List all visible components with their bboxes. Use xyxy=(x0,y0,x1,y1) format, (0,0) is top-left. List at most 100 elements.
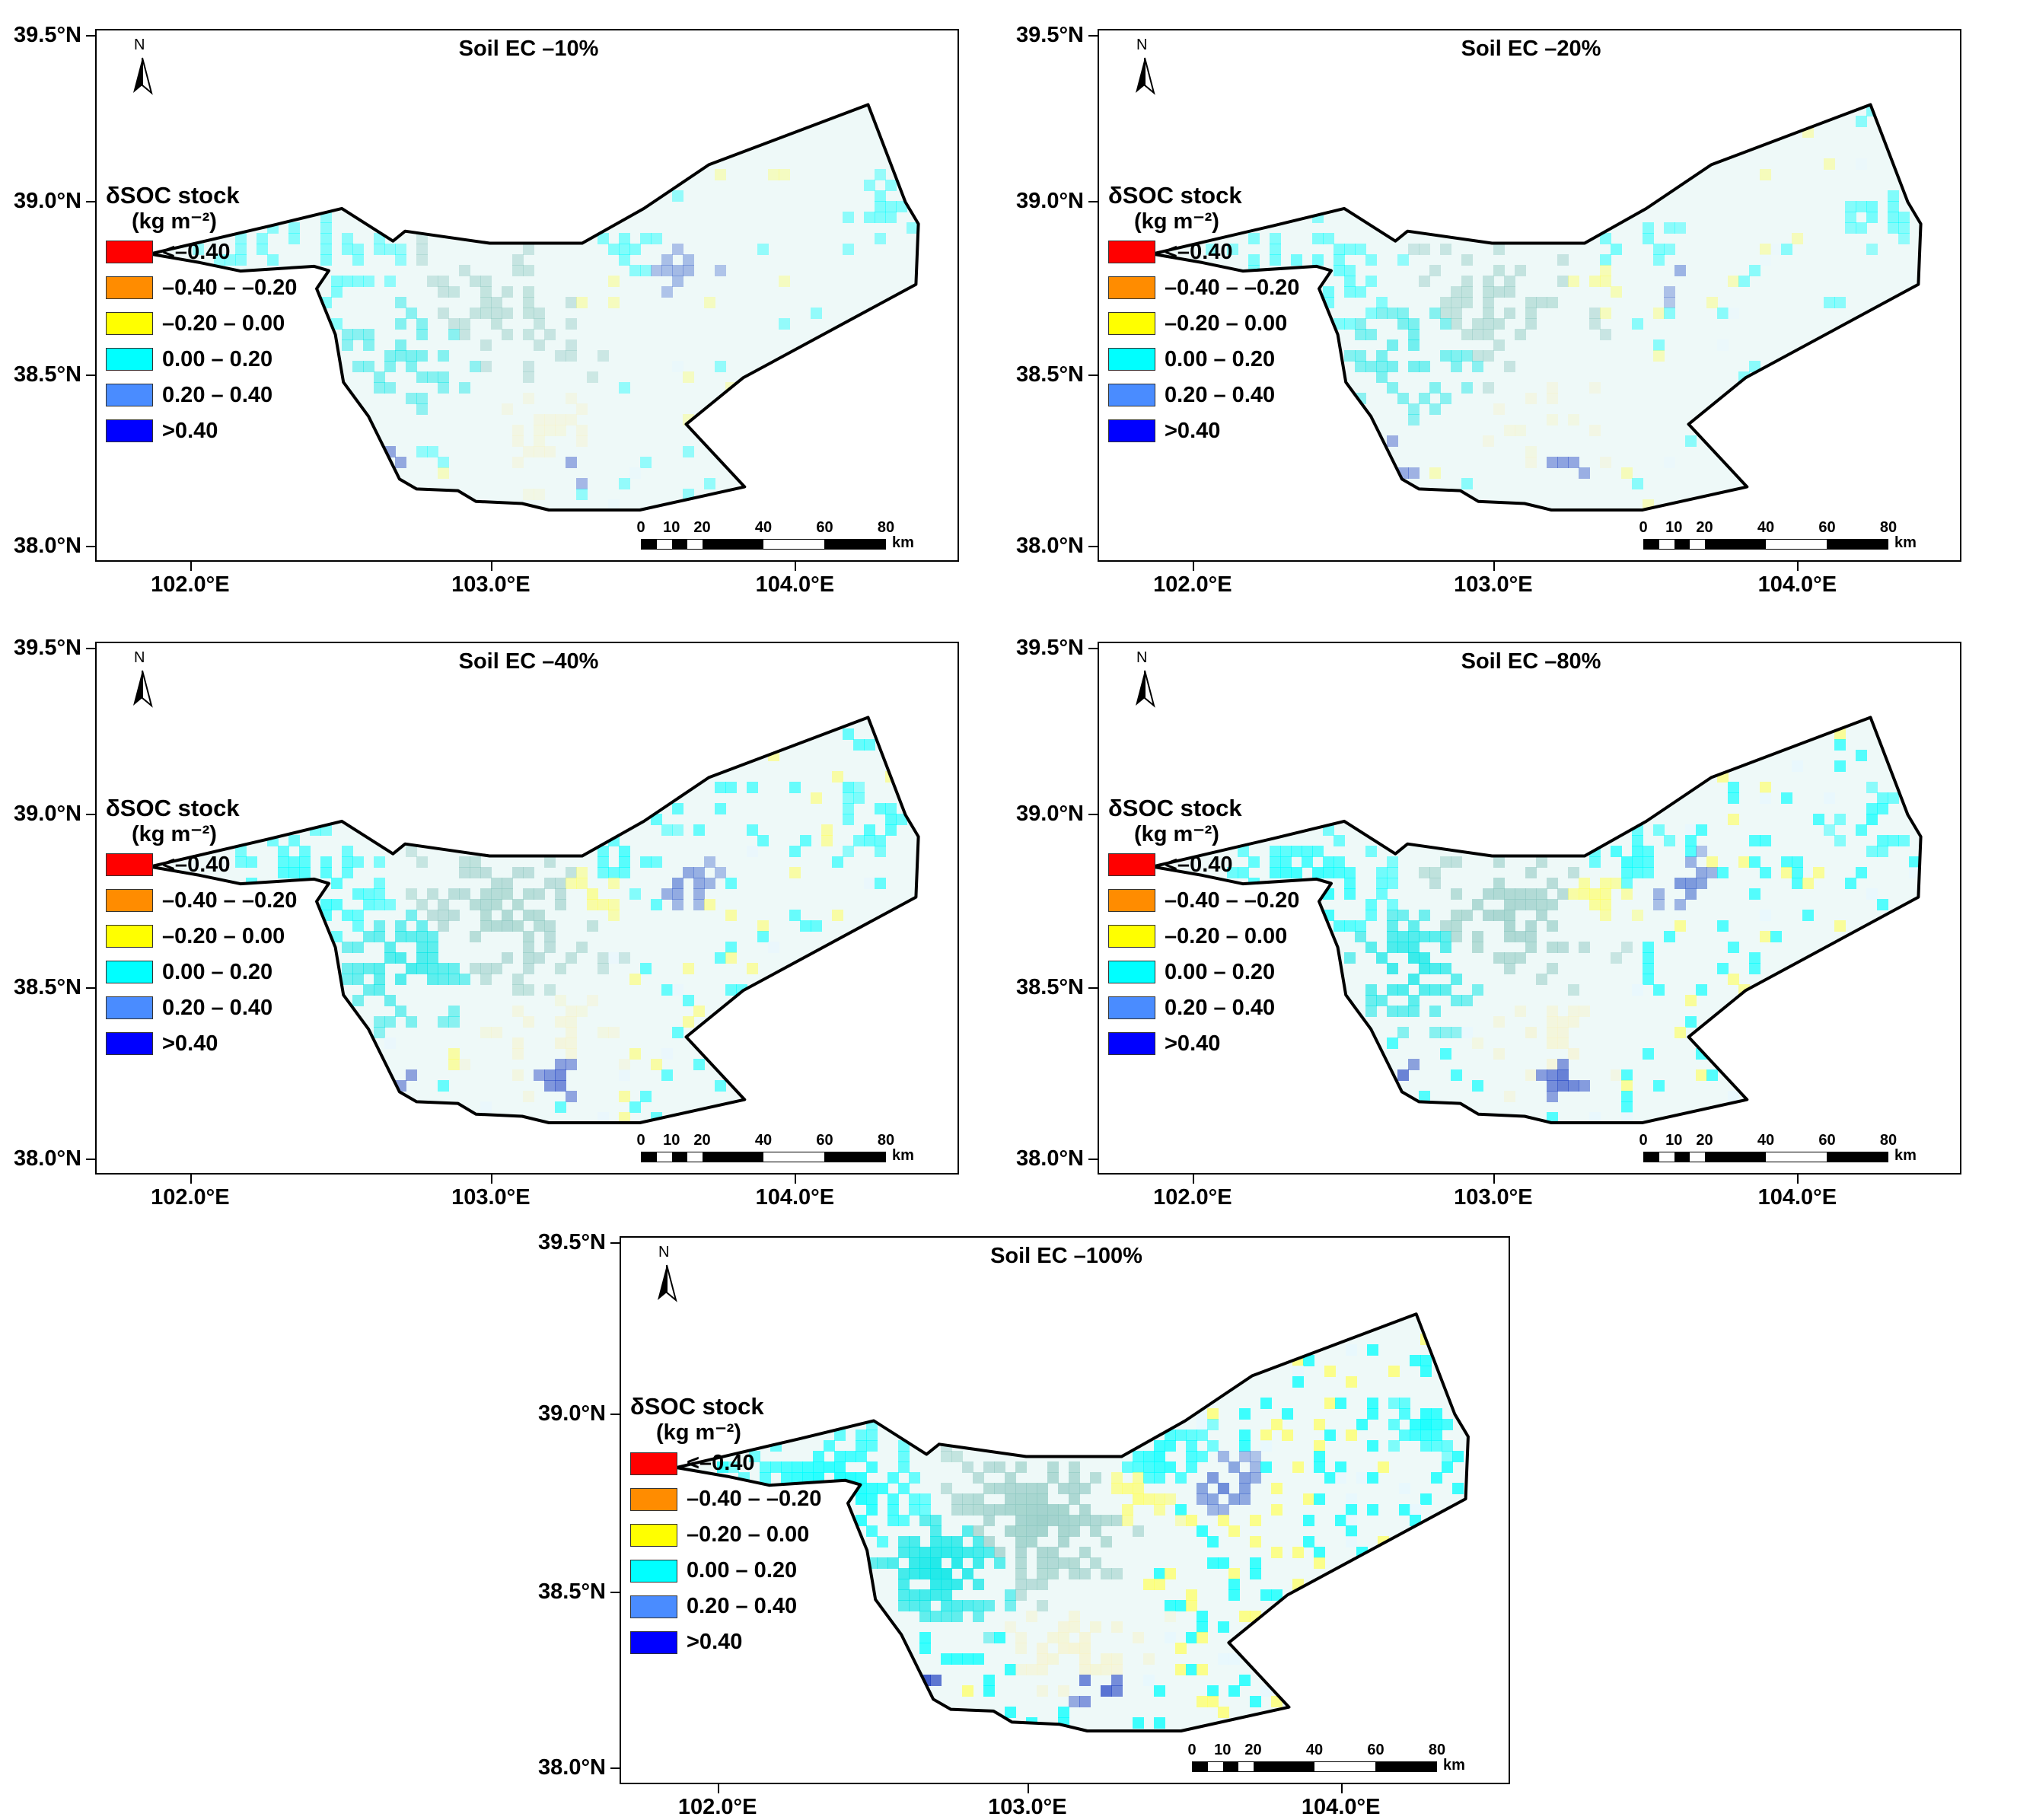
y-axis-tick xyxy=(1088,1159,1098,1160)
legend-label: 0.00 – 0.20 xyxy=(687,1558,798,1583)
legend-item: –0.40 – –0.20 xyxy=(106,883,297,919)
scale-segment xyxy=(763,540,824,549)
x-axis-tick xyxy=(190,562,192,571)
y-axis-label: 38.5°N xyxy=(14,974,81,999)
legend-label: –0.40 – –0.20 xyxy=(1165,275,1300,300)
y-axis-tick xyxy=(86,814,95,816)
legend-swatch xyxy=(106,312,153,335)
y-axis-label: 38.0°N xyxy=(538,1755,606,1780)
scale-bar-graphic xyxy=(1643,539,1888,550)
x-axis-label: 104.0°E xyxy=(1757,1185,1837,1210)
north-arrow-icon xyxy=(658,1264,677,1302)
legend-unit: (kg m⁻²) xyxy=(1134,821,1219,846)
scale-bar-graphic xyxy=(1643,1152,1888,1162)
x-axis-tick xyxy=(1493,562,1495,571)
x-axis-label: 102.0°E xyxy=(677,1795,757,1819)
scale-segment xyxy=(1238,1762,1254,1771)
y-axis-tick xyxy=(86,986,95,989)
raster-cells xyxy=(1206,105,1910,510)
legend-swatch xyxy=(106,348,153,371)
scale-segment xyxy=(672,540,687,549)
scale-tick-label: 80 xyxy=(877,1132,895,1149)
north-arrow-icon xyxy=(133,57,153,95)
scale-tick-label: 10 xyxy=(1665,519,1683,536)
scale-segment xyxy=(1375,1762,1436,1771)
scale-bar: 0 10 20 40 60 80 km xyxy=(636,519,924,553)
legend-item: –0.40 – –0.20 xyxy=(1108,270,1299,306)
y-axis-tick xyxy=(86,374,95,376)
legend-label: >0.40 xyxy=(687,1630,743,1655)
legend-swatch xyxy=(1108,1032,1155,1055)
scale-bar: 0 10 20 40 60 80 km xyxy=(1639,1132,1926,1165)
scale-tick-label: 20 xyxy=(1244,1742,1262,1758)
legend-item: 0.20 – 0.40 xyxy=(106,378,297,413)
legend-item: –0.20 – 0.00 xyxy=(1108,919,1299,955)
legend-item: >0.40 xyxy=(630,1624,821,1660)
legend-item: 0.00 – 0.20 xyxy=(630,1553,821,1589)
y-axis-tick xyxy=(86,1159,95,1160)
legend-unit: (kg m⁻²) xyxy=(1134,209,1219,234)
x-axis-tick xyxy=(190,1175,192,1184)
legend-swatch xyxy=(106,419,153,442)
region-boundary xyxy=(148,103,920,512)
x-axis-tick xyxy=(1797,562,1799,571)
scale-bar: 0 10 20 40 60 80 km xyxy=(636,1132,924,1165)
scale-tick-label: 60 xyxy=(816,1132,833,1149)
scale-unit: km xyxy=(1894,1147,1917,1164)
legend-title: δSOC stock xyxy=(106,181,240,209)
scale-segment xyxy=(1193,1762,1208,1771)
y-axis-label: 39.0°N xyxy=(1016,189,1084,214)
panel-title: Soil EC –10% xyxy=(458,37,599,61)
raster-cells xyxy=(1227,728,1920,1123)
legend: δSOC stock (kg m⁻²) <–0.40 –0.40 – –0.20 –0.… xyxy=(106,181,297,449)
region-boundary xyxy=(148,716,920,1124)
x-axis-tick xyxy=(795,1175,797,1184)
y-axis-label: 38.5°N xyxy=(14,362,81,387)
scale-tick-label: 0 xyxy=(636,1132,645,1149)
legend-label: 0.00 – 0.20 xyxy=(1165,346,1276,371)
x-axis-label: 103.0°E xyxy=(988,1795,1067,1819)
scale-tick-label: 60 xyxy=(1367,1742,1384,1758)
x-axis-tick xyxy=(490,1175,492,1184)
y-axis-label: 38.0°N xyxy=(1016,1146,1084,1171)
raster-map xyxy=(1151,716,1923,1124)
scale-bar: 0 10 20 40 60 80 km xyxy=(1187,1742,1475,1775)
legend-item: 0.20 – 0.40 xyxy=(1108,990,1299,1026)
legend-swatch xyxy=(106,961,153,983)
legend-swatch xyxy=(630,1630,677,1654)
legend-swatch xyxy=(106,996,153,1019)
legend-label: –0.20 – 0.00 xyxy=(162,923,285,948)
legend-item: 0.00 – 0.20 xyxy=(106,342,297,378)
legend-label: –0.20 – 0.00 xyxy=(687,1522,810,1547)
y-axis-tick xyxy=(86,546,95,547)
legend-unit: (kg m⁻²) xyxy=(656,1420,741,1445)
scale-segment xyxy=(1827,1152,1888,1162)
y-axis-tick xyxy=(1088,814,1098,816)
scale-segment xyxy=(642,540,657,549)
y-axis-tick xyxy=(610,1242,620,1244)
north-arrow-letter: N xyxy=(1136,649,1148,666)
legend-swatch xyxy=(106,276,153,299)
scale-segment xyxy=(1208,1762,1223,1771)
legend-label: –0.40 – –0.20 xyxy=(162,888,298,913)
legend-title: δSOC stock xyxy=(1108,794,1242,821)
scale-tick-label: 40 xyxy=(754,1132,773,1149)
scale-segment xyxy=(1659,540,1674,549)
legend-swatch xyxy=(1108,853,1155,876)
legend-label: >0.40 xyxy=(1165,1031,1221,1056)
scale-bar-graphic xyxy=(1192,1761,1437,1772)
legend-swatch xyxy=(1108,384,1155,406)
scale-tick-label: 0 xyxy=(636,519,645,536)
north-arrow-letter: N xyxy=(134,37,145,53)
legend-swatch xyxy=(630,1487,677,1511)
region-boundary xyxy=(1151,103,1923,512)
scale-tick-label: 40 xyxy=(754,519,773,536)
legend-item: >0.40 xyxy=(106,413,297,449)
scale-unit: km xyxy=(1443,1757,1465,1774)
legend-item: 0.20 – 0.40 xyxy=(630,1589,821,1624)
legend-label: 0.00 – 0.20 xyxy=(162,959,273,984)
legend-label: <–0.40 xyxy=(162,239,231,264)
scale-tick-label: 40 xyxy=(1757,519,1775,536)
